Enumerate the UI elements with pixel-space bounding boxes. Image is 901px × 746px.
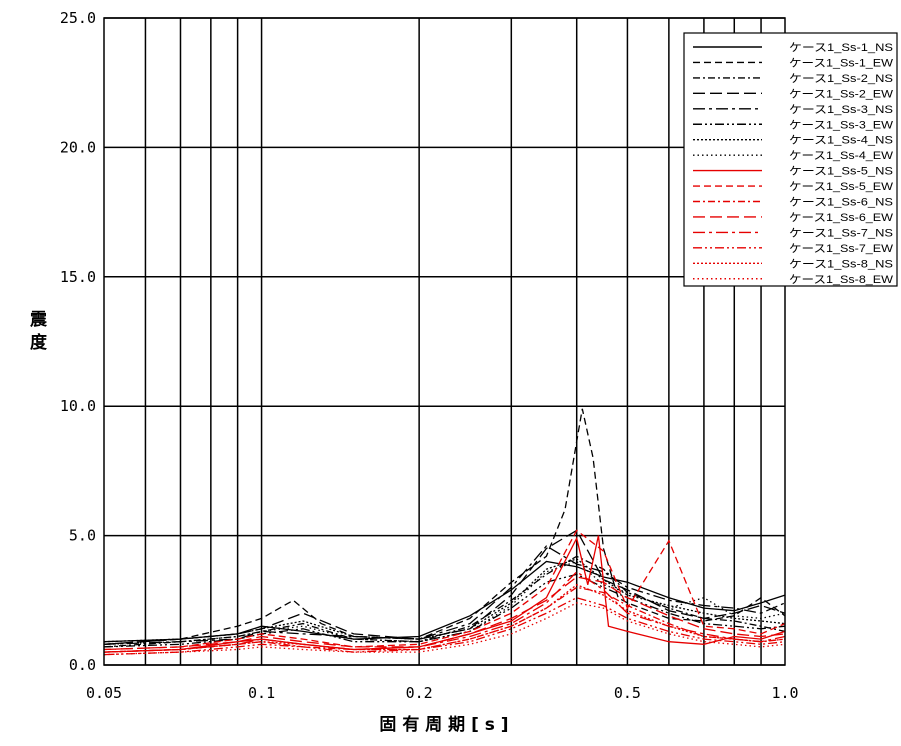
legend-label: ケース1_Ss-5_EW	[789, 180, 894, 193]
legend-label: ケース1_Ss-1_EW	[789, 56, 894, 69]
y-tick-label: 15.0	[60, 268, 96, 286]
legend-label: ケース1_Ss-2_EW	[789, 87, 894, 100]
y-tick-label: 10.0	[60, 397, 96, 415]
series-line	[103, 529, 786, 651]
legend-label: ケース1_Ss-4_NS	[789, 134, 893, 147]
y-tick-label: 5.0	[69, 527, 96, 545]
series-line	[103, 529, 786, 645]
legend-label: ケース1_Ss-6_EW	[789, 211, 894, 224]
x-tick-label: 0.1	[248, 684, 275, 702]
x-tick-label: 0.5	[614, 684, 641, 702]
legend-label: ケース1_Ss-4_EW	[789, 149, 894, 162]
plot-frame	[103, 17, 786, 666]
x-tick-label: 0.05	[86, 684, 122, 702]
legend-label: ケース1_Ss-1_NS	[789, 41, 893, 54]
series-line	[103, 408, 786, 645]
legend-box	[683, 32, 898, 287]
legend-label: ケース1_Ss-3_NS	[789, 103, 893, 116]
series-line	[103, 602, 786, 656]
legend-label: ケース1_Ss-6_NS	[789, 196, 893, 209]
y-axis-title: 震 度	[26, 310, 48, 351]
x-tick-labels: 0.05 0.1 0.2 0.5 1.0	[86, 684, 799, 702]
series-lines	[103, 408, 786, 656]
series-line	[103, 570, 786, 653]
x-axis-title: 固 有 周 期 [ s ]	[379, 714, 508, 735]
x-tick-label: 1.0	[771, 684, 798, 702]
legend-label: ケース1_Ss-2_NS	[789, 72, 893, 85]
series-line	[103, 558, 786, 643]
legend-label: ケース1_Ss-7_EW	[789, 242, 894, 255]
series-line	[103, 560, 786, 643]
series-line	[103, 597, 786, 656]
legend-label: ケース1_Ss-3_EW	[789, 118, 894, 131]
y-tick-label: 25.0	[60, 9, 96, 27]
series-line	[103, 576, 786, 651]
series-line	[103, 560, 786, 645]
legend-label: ケース1_Ss-7_NS	[789, 226, 893, 239]
series-line	[103, 584, 786, 653]
legend-label: ケース1_Ss-8_NS	[789, 257, 893, 270]
y-tick-labels: 0.0 5.0 10.0 15.0 20.0 25.0	[60, 9, 96, 674]
legend-label: ケース1_Ss-5_NS	[789, 165, 893, 178]
y-tick-label: 0.0	[69, 656, 96, 674]
legend: ケース1_Ss-1_NS ケース1_Ss-1_EW ケース1_Ss-2_NS ケース1…	[683, 32, 898, 287]
legend-label: ケース1_Ss-8_EW	[789, 273, 894, 286]
y-tick-label: 20.0	[60, 138, 96, 156]
x-tick-label: 0.2	[406, 684, 433, 702]
